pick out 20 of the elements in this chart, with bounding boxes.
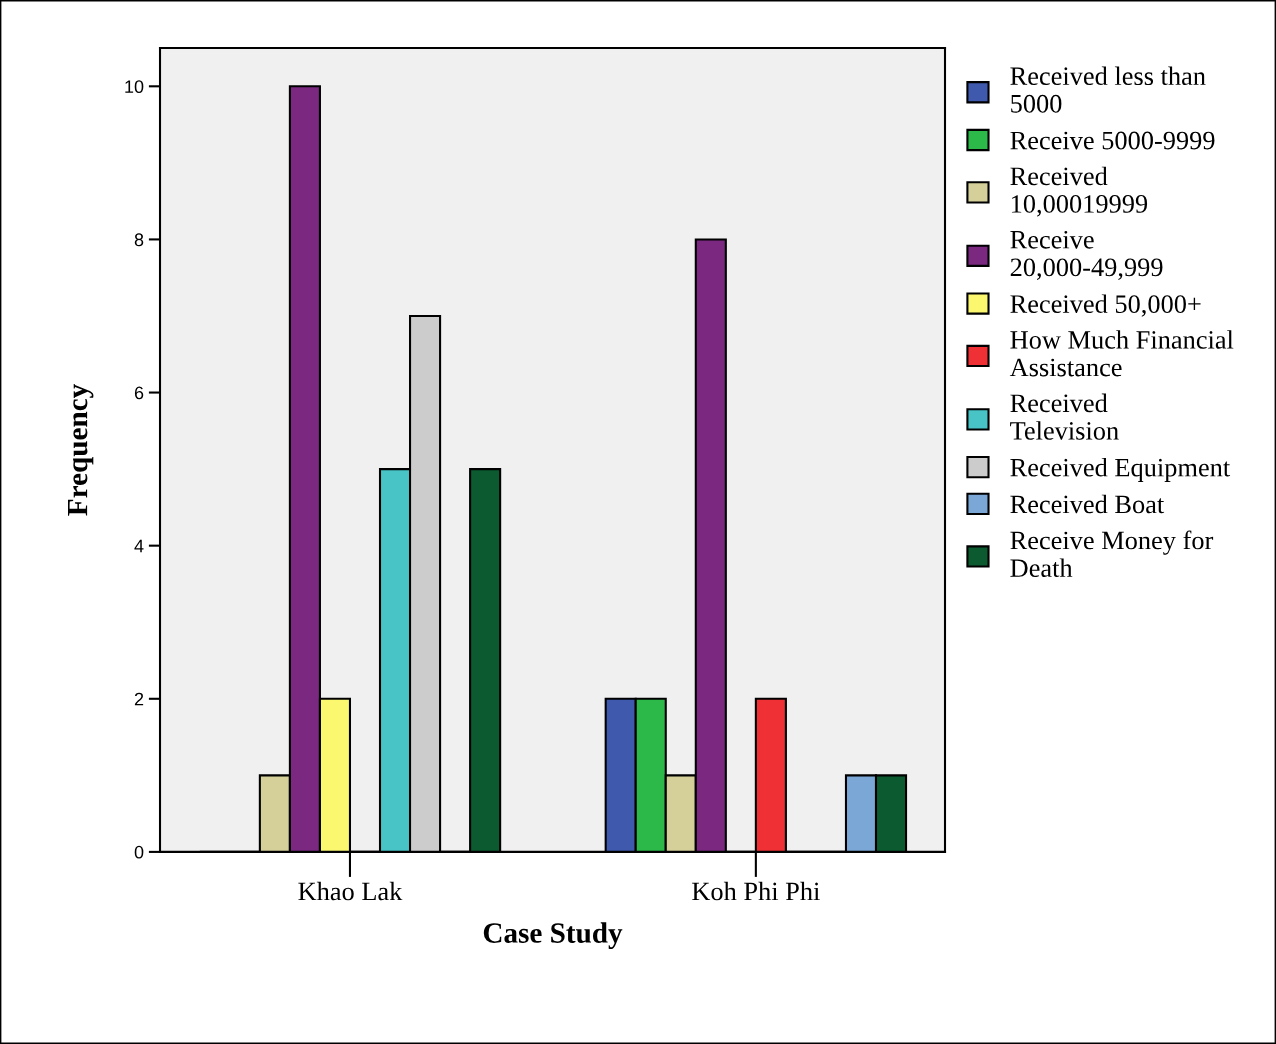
legend-label: Received Equipment	[1010, 457, 1231, 482]
legend-label: Received Boat	[1010, 494, 1165, 514]
y-tick-label: 6	[134, 386, 144, 400]
legend-label: Received 10,00019999	[1010, 166, 1148, 217]
x-tick-label: Khao Lak	[298, 881, 403, 901]
legend-label: Receive 20,000-49,999	[1010, 230, 1163, 281]
x-tick-label: Koh Phi Phi	[692, 881, 820, 901]
legend-label: Received Television	[1010, 393, 1119, 440]
y-tick-label: 4	[134, 539, 144, 553]
legend-label: How Much Financial Assistance	[1009, 330, 1234, 377]
legend-label: Received 50,000+	[1010, 294, 1201, 317]
y-tick-label: 0	[134, 845, 144, 859]
legend-label: Received less than 5000	[1010, 66, 1206, 113]
x-axis-title: Case Study	[483, 922, 623, 949]
y-axis-title: Frequency	[68, 384, 94, 516]
y-tick-label: 2	[134, 692, 144, 706]
legend-label: Receive Money for Death	[1010, 530, 1214, 578]
legend-label: Receive 5000-9999	[1010, 131, 1215, 150]
y-tick-label: 8	[134, 233, 144, 247]
y-tick-label: 10	[125, 80, 144, 94]
